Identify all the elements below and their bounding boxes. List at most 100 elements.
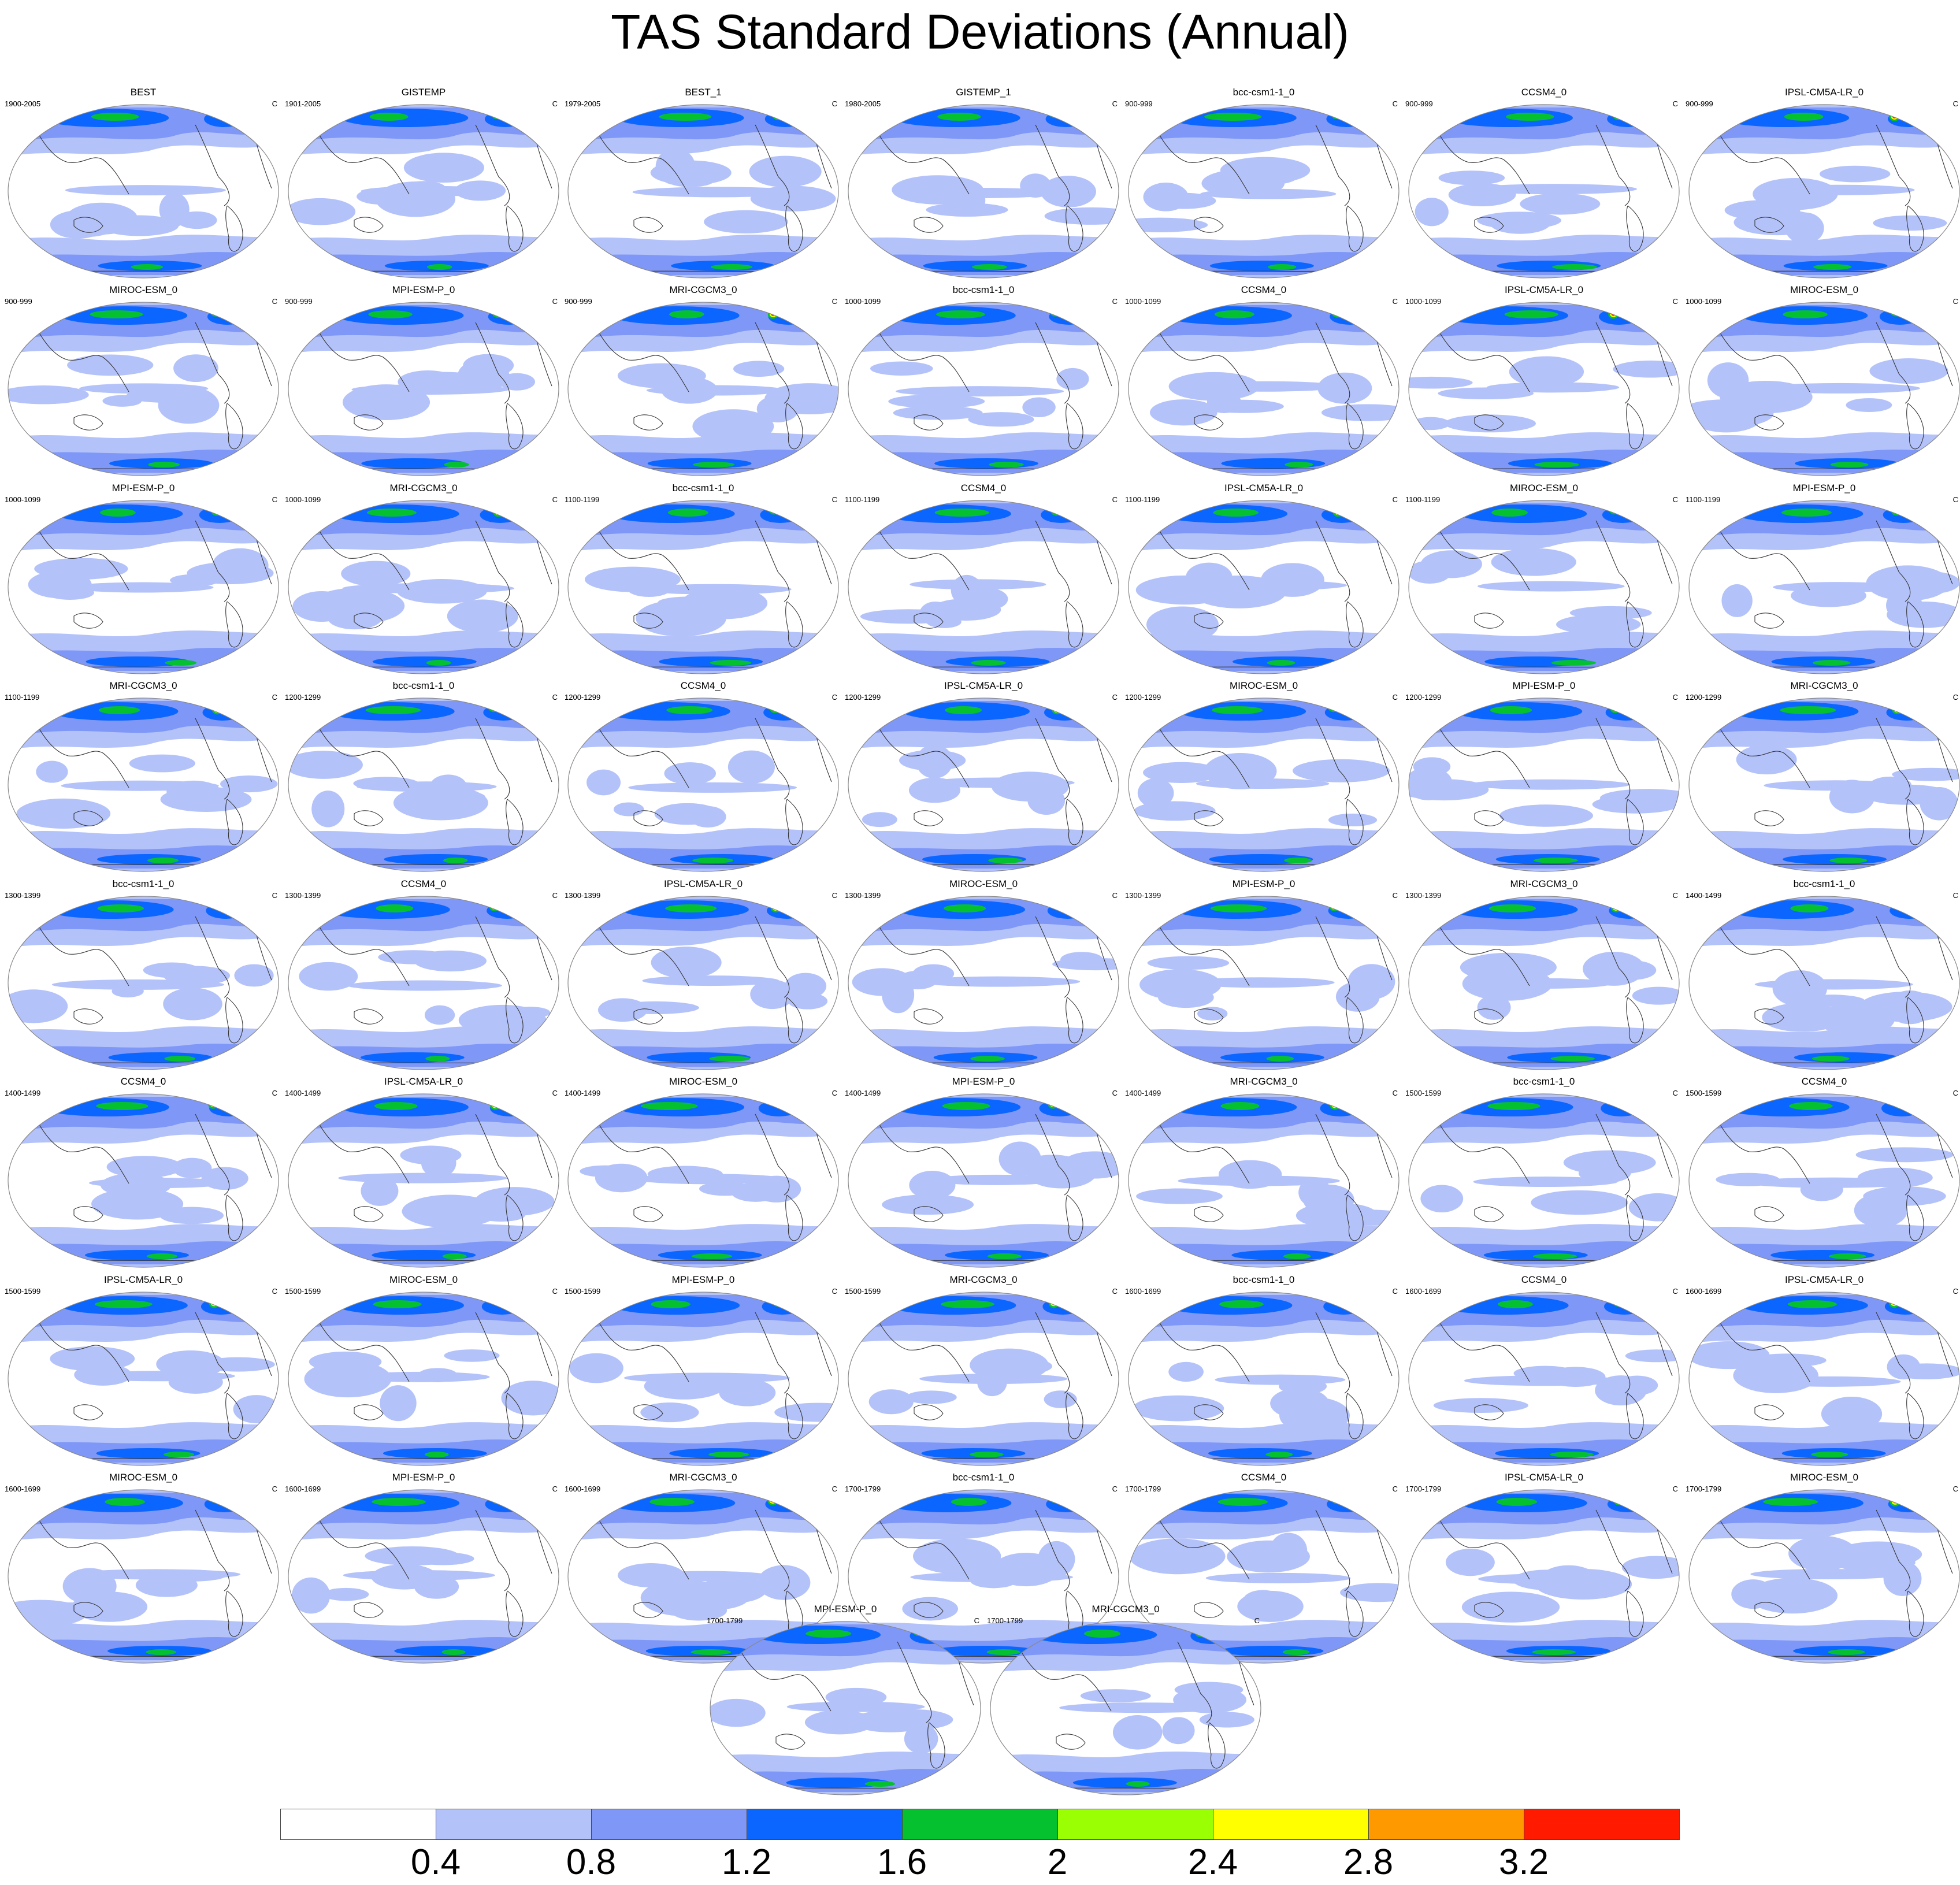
map-panel: MPI-ESM-P_0 1100-1199 C xyxy=(1686,483,1960,679)
panel-period: 1200-1299 xyxy=(1125,693,1161,702)
panel-period: 900-999 xyxy=(565,297,592,306)
panel-unit: C xyxy=(831,891,837,900)
panel-unit: C xyxy=(272,1089,277,1097)
panel-unit: C xyxy=(552,891,558,900)
map-panel: MRI-CGCM3_0 1300-1399 C xyxy=(1405,878,1683,1075)
world-map xyxy=(1688,302,1960,476)
world-map xyxy=(567,697,839,872)
map-panel: MRI-CGCM3_0 900-999 C xyxy=(565,284,842,481)
world-map xyxy=(1688,1489,1960,1664)
panel-period: 1700-1799 xyxy=(1686,1485,1722,1493)
map-panel: IPSL-CM5A-LR_0 1500-1599 C xyxy=(5,1274,282,1471)
panel-unit: C xyxy=(552,1485,558,1493)
panel-period: 1400-1499 xyxy=(1686,891,1722,900)
panel-title: MIROC-ESM_0 xyxy=(109,1472,178,1483)
panel-title: MPI-ESM-P_0 xyxy=(392,1472,455,1483)
map-panel: MIROC-ESM_0 900-999 C xyxy=(5,284,282,481)
world-map xyxy=(567,104,839,279)
world-map xyxy=(990,1621,1261,1795)
map-panel: MRI-CGCM3_0 1400-1499 C xyxy=(1125,1076,1402,1272)
colorbar-swatch xyxy=(280,1809,436,1840)
panel-period: 1000-1099 xyxy=(1125,297,1161,306)
panel-period: 1300-1399 xyxy=(565,891,601,900)
map-panel: MIROC-ESM_0 1500-1599 C xyxy=(285,1274,562,1471)
world-map xyxy=(1128,1292,1400,1466)
panel-period: 1100-1199 xyxy=(565,495,600,504)
panel-unit: C xyxy=(1672,1287,1678,1296)
panel-period: 1000-1099 xyxy=(1686,297,1722,306)
map-panel: IPSL-CM5A-LR_0 1700-1799 C xyxy=(1405,1472,1683,1668)
panel-title: MIROC-ESM_0 xyxy=(949,878,1018,889)
panel-period: 900-999 xyxy=(1686,99,1713,108)
world-map xyxy=(1688,104,1960,279)
panel-title: CCSM4_0 xyxy=(1801,1076,1847,1087)
panel-title: MIROC-ESM_0 xyxy=(669,1076,738,1087)
colorbar-swatch xyxy=(902,1809,1058,1840)
world-map xyxy=(1128,302,1400,476)
map-panel: MIROC-ESM_0 1600-1699 C xyxy=(5,1472,282,1668)
panel-unit: C xyxy=(1952,99,1958,108)
panel-unit: C xyxy=(831,99,837,108)
panel-title: MPI-ESM-P_0 xyxy=(1232,878,1295,889)
panel-title: MRI-CGCM3_0 xyxy=(389,483,458,493)
map-panel: MPI-ESM-P_0 1700-1799 C xyxy=(707,1604,984,1800)
world-map xyxy=(8,302,279,476)
panel-period: 1400-1499 xyxy=(285,1089,321,1097)
panel-unit: C xyxy=(1672,693,1678,702)
panel-period: 1400-1499 xyxy=(1125,1089,1161,1097)
panel-period: 1400-1499 xyxy=(845,1089,881,1097)
panel-title: bcc-csm1-1_0 xyxy=(672,483,734,493)
world-map xyxy=(848,104,1119,279)
figure-title: TAS Standard Deviations (Annual) xyxy=(611,5,1349,59)
panel-period: 900-999 xyxy=(285,297,313,306)
panel-unit: C xyxy=(974,1616,979,1625)
colorbar-swatch xyxy=(1368,1809,1524,1840)
colorbar-swatch xyxy=(436,1809,592,1840)
world-map xyxy=(8,1093,279,1268)
map-panel: MRI-CGCM3_0 1500-1599 C xyxy=(845,1274,1122,1471)
panel-period: 1700-1799 xyxy=(1125,1485,1161,1493)
map-panel: bcc-csm1-1_0 1200-1299 C xyxy=(285,680,562,877)
panel-period: 1300-1399 xyxy=(845,891,881,900)
panel-unit: C xyxy=(1952,693,1958,702)
map-panel: MPI-ESM-P_0 1500-1599 C xyxy=(565,1274,842,1471)
panel-title: bcc-csm1-1_0 xyxy=(112,878,175,889)
panel-unit: C xyxy=(1952,1485,1958,1493)
panel-unit: C xyxy=(1392,1485,1398,1493)
panel-unit: C xyxy=(1672,1089,1678,1097)
panel-unit: C xyxy=(552,99,558,108)
panel-period: 1300-1399 xyxy=(1125,891,1161,900)
panel-period: 1300-1399 xyxy=(1405,891,1442,900)
panel-unit: C xyxy=(1112,1089,1118,1097)
panel-title: MPI-ESM-P_0 xyxy=(392,284,455,295)
panel-title: IPSL-CM5A-LR_0 xyxy=(944,680,1023,691)
panel-title: MIROC-ESM_0 xyxy=(1229,680,1298,691)
panel-period: 1500-1599 xyxy=(1405,1089,1442,1097)
world-map xyxy=(1688,500,1960,674)
world-map xyxy=(1408,1093,1680,1268)
map-panel: bcc-csm1-1_0 1100-1199 C xyxy=(565,483,842,679)
panel-title: CCSM4_0 xyxy=(1241,1472,1287,1483)
panel-unit: C xyxy=(552,297,558,306)
world-map xyxy=(567,896,839,1070)
world-map xyxy=(567,302,839,476)
panel-unit: C xyxy=(1392,99,1398,108)
panel-unit: C xyxy=(1952,891,1958,900)
panel-unit: C xyxy=(1392,1089,1398,1097)
panel-period: 1500-1599 xyxy=(285,1287,321,1296)
world-map xyxy=(848,500,1119,674)
panel-title: MIROC-ESM_0 xyxy=(389,1274,458,1285)
map-panel: MRI-CGCM3_0 1700-1799 C xyxy=(987,1604,1264,1800)
world-map xyxy=(1688,697,1960,872)
map-panel: MRI-CGCM3_0 1000-1099 C xyxy=(285,483,562,679)
colorbar-swatch xyxy=(1213,1809,1369,1840)
panel-unit: C xyxy=(272,1287,277,1296)
world-map xyxy=(1128,896,1400,1070)
panel-title: IPSL-CM5A-LR_0 xyxy=(1224,483,1304,493)
panel-unit: C xyxy=(1392,1287,1398,1296)
map-panel: IPSL-CM5A-LR_0 1000-1099 C xyxy=(1405,284,1683,481)
panel-period: 900-999 xyxy=(5,297,32,306)
panel-period: 1000-1099 xyxy=(285,495,321,504)
colorbar xyxy=(280,1809,1680,1841)
panel-unit: C xyxy=(831,1287,837,1296)
